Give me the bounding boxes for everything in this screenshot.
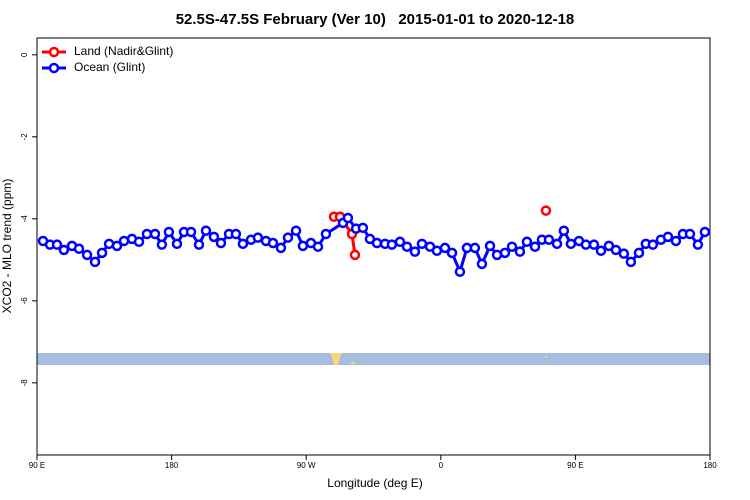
data-point (670, 235, 682, 247)
data-point (514, 246, 526, 257)
chart-title: 52.5S-47.5S February (Ver 10) 2015-01-01… (176, 11, 575, 28)
data-point (684, 228, 696, 240)
data-point (565, 238, 577, 250)
data-point (89, 256, 101, 268)
data-point (416, 238, 428, 250)
data-point (111, 240, 123, 252)
ocean-strip (37, 353, 710, 365)
x-tick-label: 180 (165, 461, 179, 470)
data-point (469, 242, 481, 254)
data-point (540, 205, 552, 216)
data-point (297, 240, 309, 252)
data-point (699, 226, 711, 238)
data-point (529, 241, 541, 252)
data-point (349, 249, 361, 261)
y-tick-label: -6 (20, 297, 29, 305)
data-point (386, 239, 398, 250)
data-point (81, 249, 93, 261)
data-point (484, 240, 496, 252)
data-point (409, 246, 421, 257)
data-point (290, 225, 302, 236)
x-tick-label: 90 E (567, 461, 583, 470)
y-tick-label: 0 (20, 52, 29, 57)
data-point (580, 239, 592, 250)
data-point (595, 245, 607, 257)
data-point (521, 236, 533, 248)
x-tick-label: 180 (703, 461, 717, 470)
data-point (230, 228, 242, 240)
data-point (446, 247, 458, 259)
data-point (342, 212, 354, 224)
data-point (141, 228, 153, 240)
data-point (647, 239, 659, 250)
data-point (282, 232, 294, 243)
data-point (499, 247, 511, 259)
data-point (193, 239, 205, 250)
data-point (163, 226, 175, 238)
data-point (431, 245, 443, 257)
data-point (133, 236, 145, 248)
data-point (543, 234, 555, 245)
data-point (215, 237, 227, 249)
x-tick-label: 90 E (29, 461, 45, 470)
data-point (394, 236, 406, 248)
data-point (551, 238, 563, 250)
land-patch (545, 356, 547, 358)
y-tick-label: -2 (20, 133, 29, 141)
data-point (156, 239, 168, 250)
legend-label: Ocean (Glint) (74, 60, 145, 74)
plot-frame (36, 37, 711, 456)
data-point (73, 243, 85, 255)
data-point (185, 226, 197, 238)
land-patch (351, 362, 355, 364)
data-point (58, 244, 70, 256)
y-axis-label: XCO2 - MLO trend (ppm) (0, 179, 14, 314)
y-tick-label: -4 (20, 215, 29, 223)
x-tick-label: 0 (439, 461, 444, 470)
y-tick-label: -8 (20, 379, 29, 387)
data-point (275, 242, 287, 254)
data-point (454, 266, 466, 277)
data-point (171, 238, 183, 250)
data-point (237, 238, 249, 250)
data-point (662, 231, 674, 243)
data-point (208, 231, 220, 243)
data-point (618, 248, 630, 259)
data-point (506, 241, 518, 252)
data-point (267, 237, 279, 249)
x-axis-label: Longitude (deg E) (327, 476, 422, 490)
data-point (252, 232, 264, 243)
data-point (692, 239, 704, 250)
data-point (149, 228, 161, 240)
land-patch (330, 353, 342, 365)
data-point (200, 225, 212, 236)
data-point (371, 237, 383, 249)
data-point (51, 239, 63, 250)
data-point (320, 228, 332, 240)
legend-label: Land (Nadir&Glint) (74, 44, 173, 58)
data-point (96, 247, 108, 259)
map-strip (37, 353, 710, 365)
data-point (588, 239, 600, 250)
data-point (357, 222, 369, 234)
data-point (439, 242, 451, 254)
data-point (312, 241, 324, 252)
legend-marker (48, 46, 60, 58)
data-point (476, 258, 488, 270)
data-point (401, 241, 413, 252)
data-point (633, 247, 645, 259)
legend-marker (48, 62, 60, 74)
data-point (625, 256, 637, 268)
x-tick-label: 90 W (297, 461, 316, 470)
data-point (558, 225, 570, 236)
data-point (610, 244, 622, 256)
